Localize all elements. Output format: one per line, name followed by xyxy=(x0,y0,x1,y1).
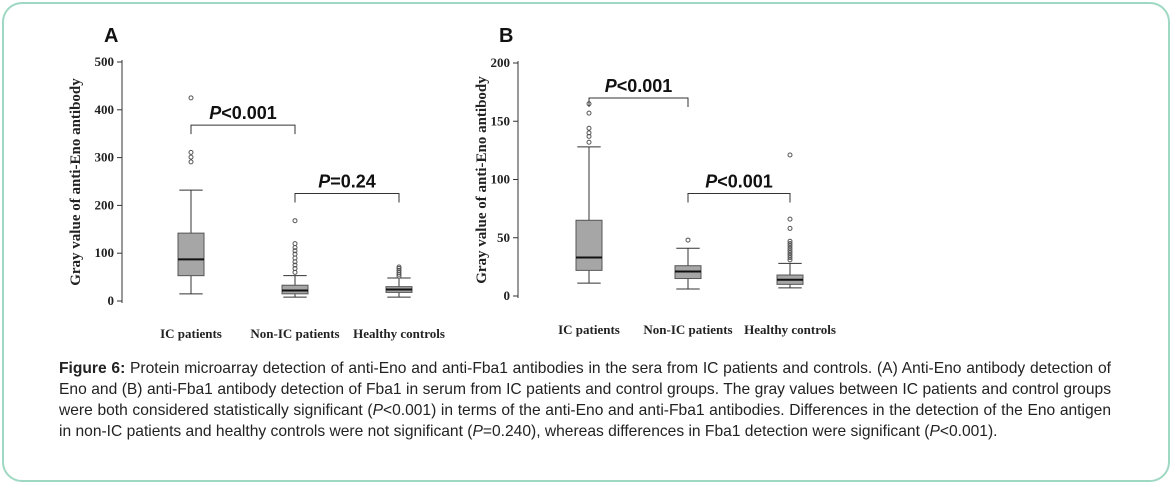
outlier-point xyxy=(292,218,298,224)
p-symbol: P xyxy=(605,76,618,96)
outlier-point xyxy=(586,125,592,131)
p-value-text: <0.001 xyxy=(221,103,277,123)
box-iqr xyxy=(177,232,205,277)
outlier-point xyxy=(787,238,793,244)
caption-text-1: Protein microarray detection of anti-Eno… xyxy=(59,360,1111,419)
caption-text-4: <0.001). xyxy=(939,423,998,440)
p-symbol: P xyxy=(318,171,331,191)
outlier-point xyxy=(586,139,592,145)
p-value-text: <0.001 xyxy=(717,171,773,191)
x-category-label: Non-IC patients xyxy=(250,326,339,341)
y-tick-label: 300 xyxy=(95,150,115,165)
p-value-label: P<0.001 xyxy=(705,171,773,191)
x-category-label: Healthy controls xyxy=(744,322,836,337)
y-tick-label: 0 xyxy=(504,288,511,303)
y-tick-label: 0 xyxy=(108,293,115,308)
significance-bracket xyxy=(588,97,689,107)
p-value-label: P<0.001 xyxy=(209,103,277,123)
outlier-point xyxy=(188,154,194,160)
y-tick-label: 50 xyxy=(497,230,510,245)
caption-text-3: =0.240), whereas differences in Fba1 det… xyxy=(482,423,930,440)
outlier-point xyxy=(787,252,793,258)
y-axis-title: Gray value of anti-Eno antibody xyxy=(474,76,490,284)
outlier-point xyxy=(292,265,298,271)
y-tick-label: 100 xyxy=(491,172,511,187)
y-tick-label: 500 xyxy=(95,54,115,69)
y-tick-label: 150 xyxy=(491,113,511,128)
y-axis-title: Gray value of anti-Eno antibody xyxy=(68,78,84,286)
outlier-point xyxy=(586,133,592,139)
outlier-point xyxy=(787,250,793,256)
outlier-point xyxy=(787,243,793,249)
y-tick-label: 100 xyxy=(95,245,115,260)
chart-panel-a: 0 100 200 300 400 500 Gray value of anti-Eno a… xyxy=(68,54,445,341)
x-category-label: Healthy controls xyxy=(353,326,445,341)
caption-p-3: P xyxy=(929,423,940,440)
caption-p-2: P xyxy=(472,423,483,440)
outlier-point xyxy=(396,267,402,273)
outlier-point xyxy=(292,248,298,254)
significance-bracket xyxy=(190,124,296,135)
outlier-point xyxy=(787,245,793,251)
y-tick-label: 200 xyxy=(491,55,511,70)
outlier-point xyxy=(787,248,793,254)
outlier-point xyxy=(787,152,793,158)
significance-bracket xyxy=(687,192,791,203)
panel-label-a: A xyxy=(104,25,119,47)
p-value-label: P<0.001 xyxy=(605,76,673,96)
outlier-point xyxy=(787,225,793,231)
outlier-point xyxy=(292,262,298,268)
y-tick-label: 200 xyxy=(95,197,115,212)
outlier-point xyxy=(787,257,793,263)
outlier-point xyxy=(188,159,194,165)
caption-text-2: <0.001) in terms of the anti-Eno and ant… xyxy=(59,402,1111,440)
outlier-point xyxy=(586,110,592,116)
outlier-point xyxy=(188,95,194,101)
outlier-point xyxy=(292,241,298,247)
x-category-label: Non-IC patients xyxy=(643,322,732,337)
p-value-text: =0.24 xyxy=(330,171,376,191)
figure-caption: Figure 6: Protein microarray detection o… xyxy=(59,358,1111,442)
p-value-label: P=0.24 xyxy=(318,171,376,191)
caption-p-1: P xyxy=(372,402,383,419)
p-symbol: P xyxy=(705,171,718,191)
y-tick-label: 400 xyxy=(95,102,115,117)
outlier-point xyxy=(787,216,793,222)
significance-bracket xyxy=(294,192,400,203)
box-iqr xyxy=(575,219,603,271)
outlier-point xyxy=(396,264,402,270)
outlier-point xyxy=(292,251,298,257)
x-category-label: IC patients xyxy=(160,326,222,341)
p-value-text: <0.001 xyxy=(617,76,673,96)
outlier-point xyxy=(685,237,691,243)
p-symbol: P xyxy=(209,103,222,123)
outlier-point xyxy=(188,149,194,155)
outlier-point xyxy=(787,241,793,247)
outlier-point xyxy=(787,255,793,261)
x-category-label: IC patients xyxy=(558,322,620,337)
outlier-point xyxy=(586,130,592,136)
panel-label-b: B xyxy=(499,25,514,47)
caption-figure-label: Figure 6: xyxy=(59,360,126,377)
